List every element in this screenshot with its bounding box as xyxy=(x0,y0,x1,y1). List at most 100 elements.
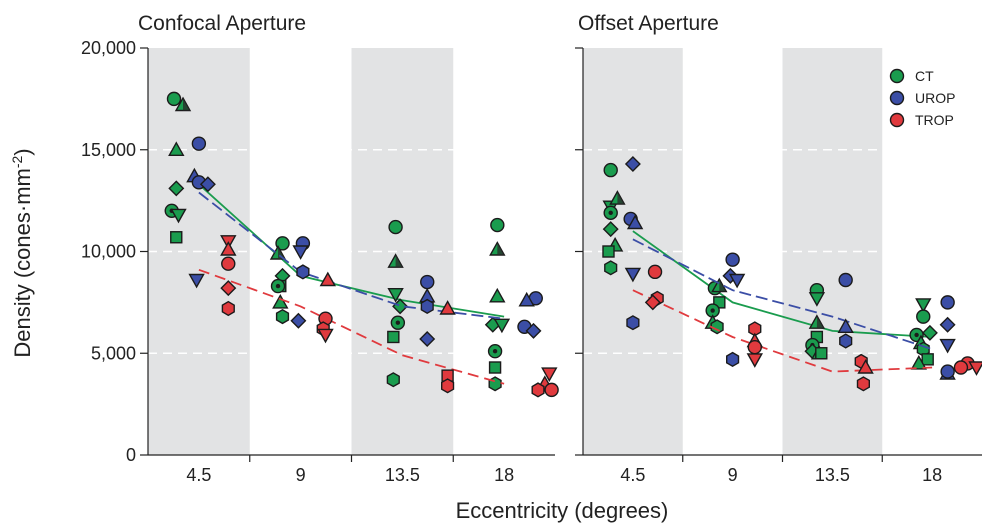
data-point-urop xyxy=(728,273,746,289)
data-point-ct xyxy=(170,208,187,224)
data-point-urop xyxy=(839,333,853,349)
panel-2: 4.5 9 13.5 18 Offset Aperture xyxy=(575,12,982,485)
data-point-ct xyxy=(168,180,185,197)
data-point-trop xyxy=(531,382,545,398)
x-tick-label: 13.5 xyxy=(815,465,850,485)
data-point-trop xyxy=(441,378,455,394)
data-point-ct xyxy=(916,309,931,324)
data-point-trop xyxy=(856,376,870,392)
data-point-trop xyxy=(647,264,663,280)
data-point-ct-center xyxy=(275,283,281,289)
data-point-urop xyxy=(292,245,309,260)
data-point-urop xyxy=(626,214,644,230)
data-point-ct-center xyxy=(395,320,401,325)
y-tick-label: 5,000 xyxy=(91,343,136,363)
x-tick-label: 13.5 xyxy=(385,465,420,485)
data-point-urop xyxy=(419,331,436,347)
data-point-ct xyxy=(488,376,502,392)
data-point-ct-shade xyxy=(719,279,727,292)
y-tick-label: 20,000 xyxy=(81,38,136,58)
y-axis-label: Density (cones·mm-2) xyxy=(9,148,35,357)
y-tick-label: 15,000 xyxy=(81,140,136,160)
x-tick-label: 4.5 xyxy=(186,465,211,485)
panel-title: Offset Aperture xyxy=(578,12,719,35)
x-tick-label: 18 xyxy=(922,465,942,485)
data-point-ct xyxy=(921,353,934,366)
panels-layer: 0 5,000 10,000 15,000 20,000 4.5 9 13.5 18 Confoc… xyxy=(81,12,982,485)
data-point-urop xyxy=(838,272,853,288)
data-point-ct-center xyxy=(492,349,498,354)
data-point-ct xyxy=(488,361,502,374)
data-point-ct xyxy=(387,330,400,344)
x-tick-label: 18 xyxy=(494,465,514,485)
legend-label-trop: TROP xyxy=(915,112,954,128)
data-point-urop xyxy=(420,274,435,290)
legend-label-ct: CT xyxy=(915,68,934,84)
trend-line-urop xyxy=(632,238,933,351)
data-point-ct xyxy=(168,141,185,157)
data-point-ct-shade xyxy=(816,315,824,329)
data-point-urop xyxy=(296,264,310,280)
data-point-ct xyxy=(602,245,615,258)
data-point-trop xyxy=(221,256,236,271)
legend-label-urop: UROP xyxy=(915,90,955,106)
panel-1: 0 5,000 10,000 15,000 20,000 4.5 9 13.5 18 Confoc… xyxy=(81,12,559,485)
legend-marker-ct xyxy=(889,68,905,84)
data-point-ct xyxy=(166,91,182,107)
data-point-ct xyxy=(910,354,927,370)
data-point-ct xyxy=(272,293,289,309)
data-point-ct xyxy=(603,162,618,178)
data-point-ct-shade xyxy=(617,191,625,205)
data-point-urop xyxy=(624,156,641,172)
trend-line-trop xyxy=(632,289,933,373)
data-point-urop xyxy=(837,318,854,333)
data-point-urop xyxy=(420,298,434,315)
data-point-ct xyxy=(388,219,403,235)
data-point-urop xyxy=(940,364,955,379)
data-point-ct xyxy=(275,236,290,251)
legend-marker-trop xyxy=(889,112,905,128)
data-point-ct-center xyxy=(914,332,919,338)
data-point-ct xyxy=(489,287,506,303)
data-point-trop xyxy=(317,328,334,344)
data-point-ct xyxy=(386,372,400,388)
data-point-ct-center xyxy=(710,308,715,313)
data-point-trop xyxy=(747,339,762,355)
data-point-trop xyxy=(953,360,969,375)
data-point-trop xyxy=(439,300,456,315)
data-point-ct-shade xyxy=(497,242,505,255)
data-point-urop xyxy=(624,267,642,283)
data-point-trop xyxy=(857,359,874,374)
data-point-trop xyxy=(644,294,661,311)
data-point-trop xyxy=(746,353,763,368)
data-point-ct xyxy=(490,217,505,233)
trend-line-ct xyxy=(198,183,505,318)
data-point-ct xyxy=(602,221,619,238)
data-point-urop xyxy=(939,316,956,333)
legend: CT UROP TROP xyxy=(889,68,955,128)
legend-marker-urop xyxy=(889,90,905,106)
data-point-urop xyxy=(940,295,955,310)
data-point-ct xyxy=(921,324,938,341)
data-point-ct xyxy=(170,231,183,244)
data-point-trop xyxy=(220,241,237,256)
data-point-urop xyxy=(939,338,956,354)
data-point-urop xyxy=(626,315,640,331)
data-point-ct-center xyxy=(608,210,613,216)
data-point-urop xyxy=(725,252,740,267)
x-tick-label: 4.5 xyxy=(620,465,645,485)
y-tick-label: 10,000 xyxy=(81,242,136,262)
data-point-ct-shade xyxy=(395,254,403,268)
data-point-trop xyxy=(541,367,558,383)
data-point-ct xyxy=(815,347,828,360)
data-point-ct-shade xyxy=(183,98,190,111)
data-point-urop xyxy=(199,176,216,193)
y-tick-label: 0 xyxy=(126,445,136,465)
data-point-ct xyxy=(915,298,932,313)
data-point-ct xyxy=(604,260,618,276)
data-point-ct xyxy=(808,292,826,307)
data-point-trop xyxy=(221,300,235,317)
data-point-urop xyxy=(290,312,307,329)
data-point-trop xyxy=(968,361,982,376)
